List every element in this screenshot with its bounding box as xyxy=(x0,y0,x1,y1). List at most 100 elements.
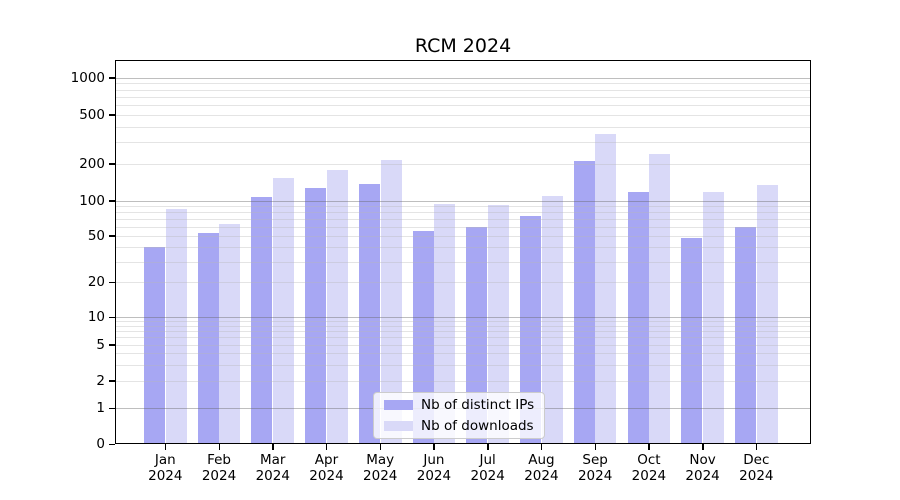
chart-title: RCM 2024 xyxy=(414,35,512,57)
y-tick-mark xyxy=(109,407,115,409)
minor-gridline xyxy=(116,126,810,128)
legend-label-distinct-ips: Nb of distinct IPs xyxy=(421,397,535,413)
x-tick-label: Jan 2024 xyxy=(148,452,183,484)
minor-gridline xyxy=(116,235,810,237)
minor-gridline xyxy=(116,331,810,333)
major-gridline xyxy=(116,77,810,79)
x-tick-label: Sep 2024 xyxy=(577,452,613,484)
minor-gridline xyxy=(116,282,810,284)
x-tick-label: Apr 2024 xyxy=(309,452,344,484)
bar-downloads-feb xyxy=(219,224,241,444)
y-tick-mark xyxy=(109,281,115,284)
x-tick-label: May 2024 xyxy=(363,452,398,484)
x-tick-label: Dec 2024 xyxy=(739,452,774,484)
bar-downloads-dec xyxy=(756,184,778,444)
y-tick-label: 200 xyxy=(79,155,105,172)
bar-distinct-ips-jan xyxy=(144,247,165,444)
x-tick-label: Jul 2024 xyxy=(470,452,505,484)
bar-distinct-ips-feb xyxy=(197,232,219,444)
minor-gridline xyxy=(116,163,810,165)
x-tick-mark xyxy=(487,444,489,450)
x-tick-label: Jun 2024 xyxy=(416,452,452,484)
legend: Nb of distinct IPs Nb of downloads xyxy=(373,392,545,439)
y-tick-label: 2 xyxy=(96,372,105,389)
x-tick-mark xyxy=(594,444,597,450)
bar-distinct-ips-mar xyxy=(251,196,273,444)
bar-distinct-ips-aug xyxy=(520,215,542,444)
bar-distinct-ips-apr xyxy=(305,188,327,444)
y-tick-label: 100 xyxy=(79,192,105,209)
y-tick-mark xyxy=(109,443,115,445)
minor-gridline xyxy=(116,89,810,91)
x-tick-label: Oct 2024 xyxy=(631,452,667,484)
x-tick-mark xyxy=(379,444,382,450)
y-tick-label: 50 xyxy=(87,227,105,244)
legend-entry-downloads: Nb of downloads xyxy=(384,418,544,434)
y-tick-mark xyxy=(109,77,115,79)
minor-gridline xyxy=(116,142,810,143)
y-tick-mark xyxy=(109,114,115,116)
x-tick-label: Aug 2024 xyxy=(524,452,559,484)
bar-downloads-jan xyxy=(165,208,187,444)
major-gridline xyxy=(116,200,810,202)
minor-gridline xyxy=(116,353,810,355)
minor-gridline xyxy=(116,218,810,220)
bar-distinct-ips-jul xyxy=(466,226,488,444)
minor-gridline xyxy=(116,344,810,346)
x-tick-mark xyxy=(272,444,274,450)
bar-downloads-sep xyxy=(595,133,617,444)
bar-downloads-aug xyxy=(541,195,563,444)
x-tick-mark xyxy=(648,444,650,450)
minor-gridline xyxy=(116,206,810,208)
y-tick-mark xyxy=(109,316,115,319)
minor-gridline xyxy=(116,337,810,339)
bar-distinct-ips-sep xyxy=(573,161,595,444)
legend-swatch-downloads xyxy=(384,421,413,431)
y-tick-mark xyxy=(109,344,115,346)
x-tick-mark xyxy=(540,444,543,450)
y-tick-mark xyxy=(109,163,115,165)
bar-distinct-ips-jun xyxy=(412,230,434,444)
bar-downloads-oct xyxy=(649,154,671,444)
x-tick-label: Mar 2024 xyxy=(255,452,290,484)
x-tick-mark xyxy=(325,444,328,450)
x-tick-mark xyxy=(755,444,758,450)
y-tick-label: 20 xyxy=(87,274,105,291)
y-tick-label: 1000 xyxy=(70,69,105,86)
legend-swatch-distinct-ips xyxy=(384,400,413,410)
y-tick-label: 500 xyxy=(79,106,105,123)
y-tick-label: 5 xyxy=(96,336,105,353)
bar-downloads-nov xyxy=(702,191,724,444)
major-gridline xyxy=(116,317,810,319)
y-tick-mark xyxy=(109,380,115,382)
minor-gridline xyxy=(116,321,810,323)
y-tick-mark xyxy=(109,200,115,202)
bar-distinct-ips-dec xyxy=(735,227,757,444)
x-tick-mark xyxy=(164,444,167,450)
y-tick-label: 10 xyxy=(87,309,105,326)
x-tick-mark xyxy=(218,444,221,450)
bar-distinct-ips-oct xyxy=(627,191,649,444)
y-tick-label: 1 xyxy=(96,400,105,416)
bar-downloads-jun xyxy=(434,204,456,444)
minor-gridline xyxy=(116,96,810,98)
minor-gridline xyxy=(116,364,810,366)
minor-gridline xyxy=(116,114,810,116)
x-tick-mark xyxy=(702,444,704,450)
bar-distinct-ips-may xyxy=(358,184,380,444)
minor-gridline xyxy=(116,226,810,228)
x-tick-label: Nov 2024 xyxy=(685,452,720,484)
x-tick-label: Feb 2024 xyxy=(201,452,237,484)
legend-entry-distinct-ips: Nb of distinct IPs xyxy=(384,397,544,413)
minor-gridline xyxy=(116,247,810,249)
minor-gridline xyxy=(116,104,810,106)
legend-label-downloads: Nb of downloads xyxy=(421,418,534,434)
x-tick-mark xyxy=(433,444,435,450)
minor-gridline xyxy=(116,326,810,328)
bar-downloads-apr xyxy=(326,169,348,444)
y-tick-label: 0 xyxy=(96,436,105,452)
minor-gridline xyxy=(116,380,810,382)
bar-distinct-ips-nov xyxy=(681,237,703,444)
minor-gridline xyxy=(116,83,810,85)
